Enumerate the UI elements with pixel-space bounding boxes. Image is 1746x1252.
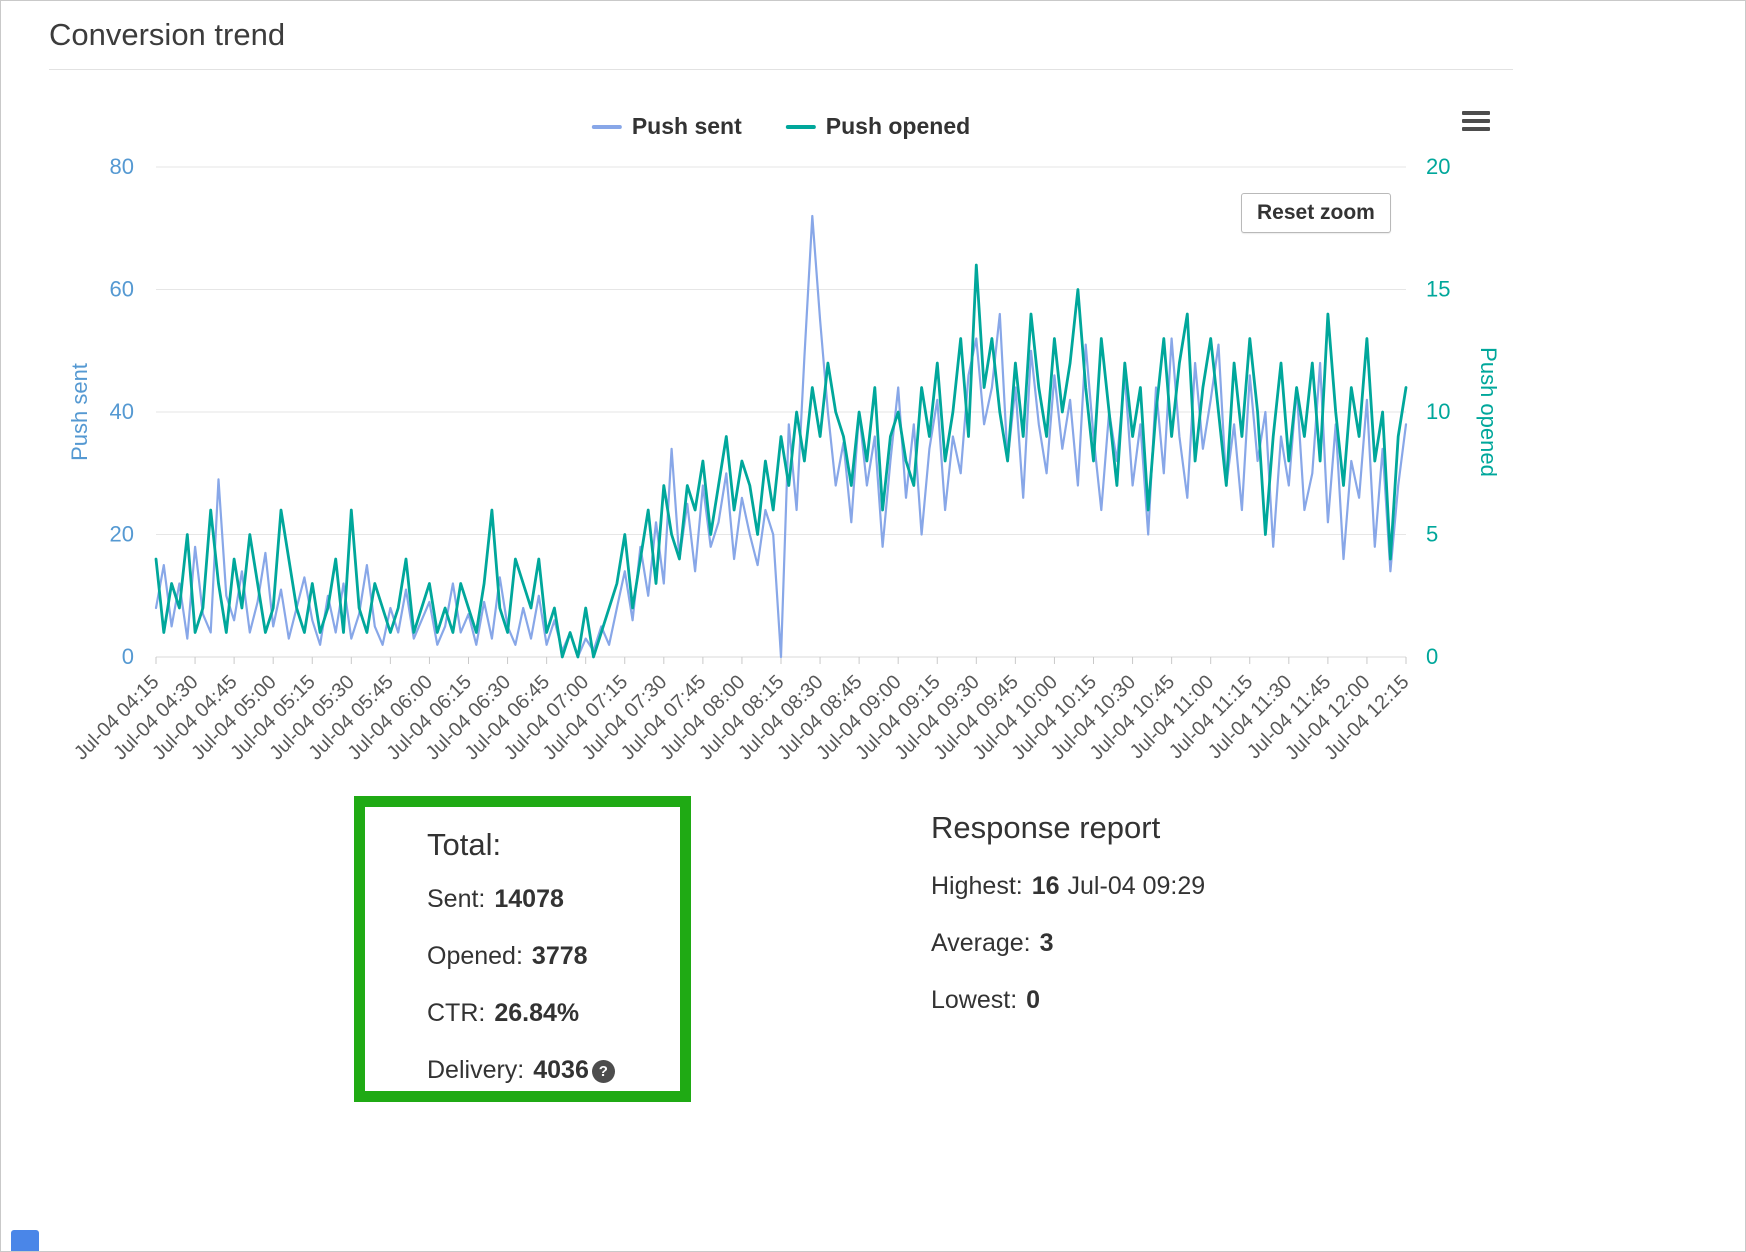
title-divider xyxy=(49,69,1513,70)
svg-text:10: 10 xyxy=(1426,399,1450,424)
svg-text:60: 60 xyxy=(110,277,134,302)
legend-label-push-sent: Push sent xyxy=(631,113,742,139)
legend-item-push-sent[interactable]: Push sent xyxy=(591,113,742,140)
hamburger-menu-icon[interactable] xyxy=(1462,111,1490,131)
conversion-trend-chart: Push sent Push opened Reset zoom 0 0 20 5 40… xyxy=(1,97,1745,797)
total-heading: Total: xyxy=(427,827,502,862)
chart-legend: Push sent Push opened xyxy=(591,113,971,140)
legend-item-push-opened[interactable]: Push opened xyxy=(785,113,971,140)
total-row-opened: Opened: 3778 xyxy=(427,942,588,970)
svg-text:0: 0 xyxy=(122,644,134,669)
legend-label-push-opened: Push opened xyxy=(825,113,971,139)
total-row-ctr: CTR: 26.84% xyxy=(427,999,580,1027)
response-row-highest: Highest: 16 Jul-04 09:29 xyxy=(931,872,1206,900)
response-row-average: Average: 3 xyxy=(931,929,1054,957)
svg-text:0: 0 xyxy=(1426,644,1438,669)
page-title: Conversion trend xyxy=(49,17,286,52)
total-highlight-box: Total: Sent: 14078 Opened: 3778 CTR: 26.84%… xyxy=(354,796,691,1102)
push-sent-line-swatch xyxy=(591,124,622,129)
response-report: Response report Highest: 16 Jul-04 09:29 A… xyxy=(931,810,1205,1043)
svg-text:5: 5 xyxy=(1426,522,1438,547)
total-row-sent: Sent: 14078 xyxy=(427,885,564,913)
push-opened-line-swatch xyxy=(785,124,816,129)
response-row-lowest: Lowest: 0 xyxy=(931,986,1041,1014)
svg-text:80: 80 xyxy=(110,154,134,179)
svg-text:40: 40 xyxy=(110,399,134,424)
svg-text:20: 20 xyxy=(110,522,134,547)
svg-text:15: 15 xyxy=(1426,277,1450,302)
total-row-delivery: Delivery: 4036? xyxy=(427,1056,670,1085)
svg-text:Push opened: Push opened xyxy=(1476,347,1501,477)
response-report-heading: Response report xyxy=(931,810,1161,845)
svg-text:Push sent: Push sent xyxy=(67,363,92,461)
partially-visible-button[interactable] xyxy=(11,1230,39,1251)
reset-zoom-button[interactable]: Reset zoom xyxy=(1241,193,1391,233)
svg-text:20: 20 xyxy=(1426,154,1450,179)
question-circle-icon[interactable]: ? xyxy=(591,1060,615,1083)
